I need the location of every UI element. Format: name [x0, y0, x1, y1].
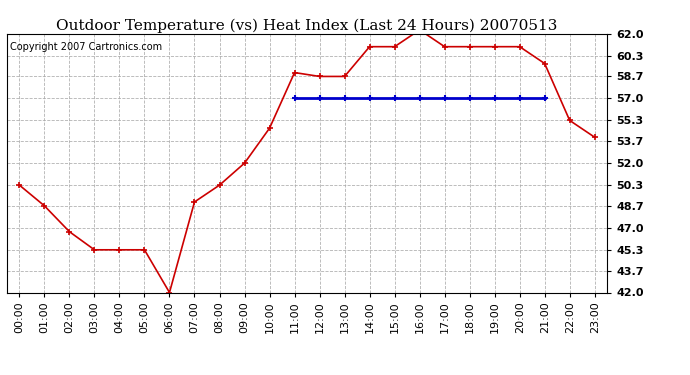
- Text: Copyright 2007 Cartronics.com: Copyright 2007 Cartronics.com: [10, 42, 162, 51]
- Title: Outdoor Temperature (vs) Heat Index (Last 24 Hours) 20070513: Outdoor Temperature (vs) Heat Index (Las…: [57, 18, 558, 33]
